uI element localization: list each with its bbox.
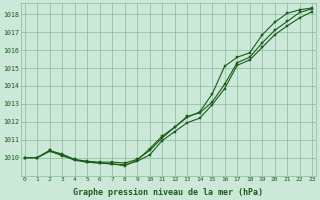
X-axis label: Graphe pression niveau de la mer (hPa): Graphe pression niveau de la mer (hPa) — [73, 188, 263, 197]
